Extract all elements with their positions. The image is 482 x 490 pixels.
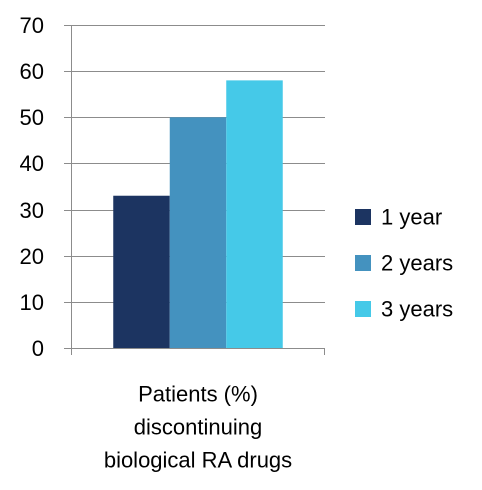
bars xyxy=(113,80,283,349)
y-tick-label: 10 xyxy=(20,290,44,315)
category-labels: Patients (%) discontinuing biological RA d… xyxy=(104,382,292,473)
y-tick-label: 60 xyxy=(20,59,44,84)
category-label-line: Patients (%) xyxy=(138,382,258,407)
y-tick-label: 30 xyxy=(20,198,44,223)
legend-item-1-year[interactable]: 1 year xyxy=(355,205,442,230)
y-tick-label: 20 xyxy=(20,244,44,269)
legend-label: 3 years xyxy=(381,297,453,322)
y-tick-labels: 0 10 20 30 40 50 60 70 xyxy=(20,13,44,361)
bar-3-years xyxy=(226,80,283,348)
legend-item-3-years[interactable]: 3 years xyxy=(355,297,453,322)
legend-swatch xyxy=(355,255,371,271)
legend-label: 1 year xyxy=(381,205,442,230)
legend[interactable]: 1 year 2 years 3 years xyxy=(355,205,453,322)
y-tick-label: 50 xyxy=(20,105,44,130)
category-label-line: discontinuing xyxy=(134,415,262,440)
y-tick-label: 70 xyxy=(20,13,44,38)
bar-2-years xyxy=(169,117,227,349)
legend-swatch xyxy=(355,301,371,317)
legend-item-2-years[interactable]: 2 years xyxy=(355,251,453,276)
bar-1-year xyxy=(113,195,170,348)
category-label-line: biological RA drugs xyxy=(104,448,292,473)
legend-swatch xyxy=(355,209,371,225)
y-tick-label: 40 xyxy=(20,151,44,176)
y-tick-label: 0 xyxy=(32,336,44,361)
axes xyxy=(64,25,325,355)
legend-label: 2 years xyxy=(381,251,453,276)
